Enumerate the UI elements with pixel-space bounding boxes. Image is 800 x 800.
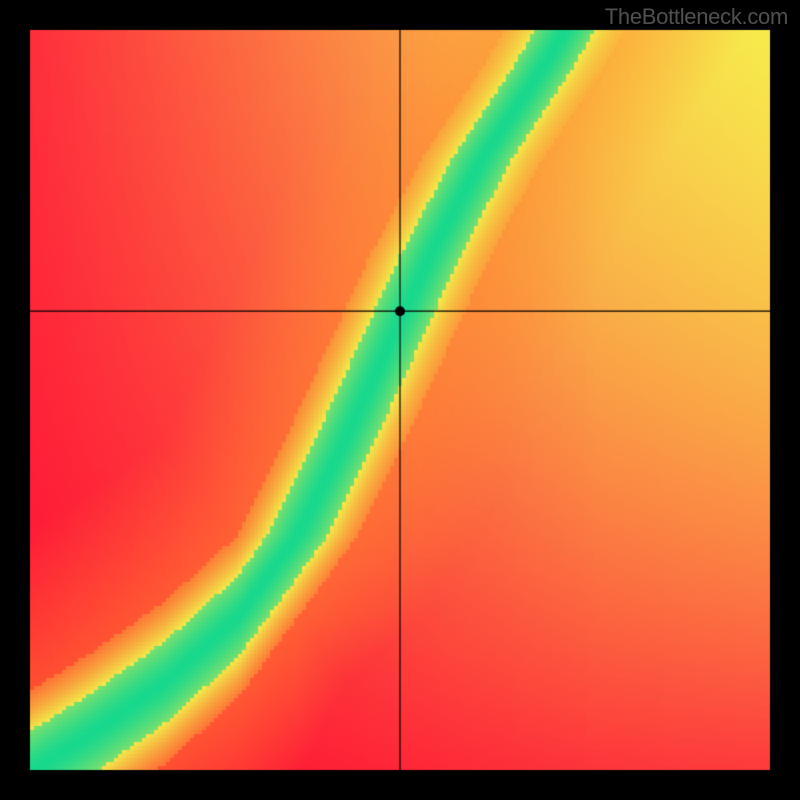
bottleneck-heatmap	[0, 0, 800, 800]
watermark-text: TheBottleneck.com	[605, 4, 788, 30]
